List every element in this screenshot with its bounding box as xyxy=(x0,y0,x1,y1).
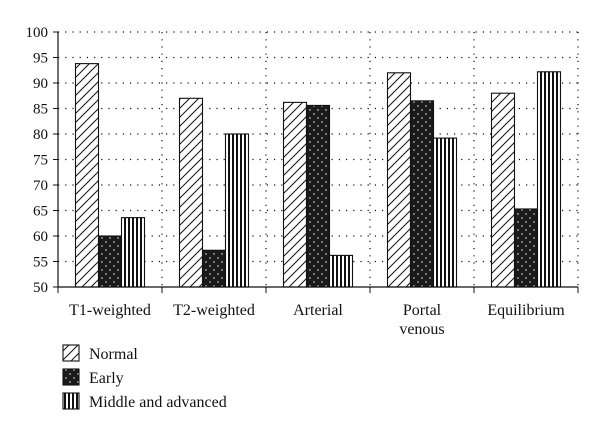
bar-vertical-stripes-2 xyxy=(328,254,354,288)
category-label: Equilibrium xyxy=(487,302,565,319)
y-tick-label: 80 xyxy=(33,127,48,143)
bar-dark-dotted-1 xyxy=(201,249,227,288)
y-tick-label: 70 xyxy=(33,178,48,194)
category-label: T2-weighted xyxy=(173,302,255,319)
axes xyxy=(53,31,579,293)
bar-vertical-stripes-1 xyxy=(224,133,250,288)
legend: Normal Early Middle and advanced xyxy=(62,344,227,411)
bar-dark-dotted-3 xyxy=(409,100,435,288)
legend-label: Middle and advanced xyxy=(89,394,227,411)
bar-dark-dotted-4 xyxy=(513,208,539,288)
axis-labels: 50 55 60 65 70 75 80 85 90 95 100 T1-weighted T2-wei… xyxy=(26,25,566,338)
legend-swatch-diagonal-hatch xyxy=(62,344,80,362)
y-tick-label: 75 xyxy=(33,153,48,169)
bar-diagonal-hatch-1 xyxy=(178,97,204,288)
y-tick-label: 95 xyxy=(33,51,48,67)
bar-vertical-stripes-0 xyxy=(120,217,146,288)
bar-vertical-stripes-4 xyxy=(536,71,562,288)
bar-diagonal-hatch-0 xyxy=(74,63,100,288)
bar-vertical-stripes-3 xyxy=(432,137,458,288)
y-tick-label: 100 xyxy=(26,25,49,41)
legend-label: Early xyxy=(89,370,124,387)
category-label: venous xyxy=(399,321,444,338)
bar-diagonal-hatch-4 xyxy=(490,92,516,288)
legend-swatch-dark-dotted xyxy=(62,368,80,386)
bar-dark-dotted-2 xyxy=(305,104,331,288)
y-tick-label: 65 xyxy=(33,204,48,220)
y-tick-label: 50 xyxy=(33,280,48,296)
bars xyxy=(74,63,562,288)
legend-swatch-vertical-stripes xyxy=(62,392,80,410)
bar-diagonal-hatch-2 xyxy=(282,101,308,288)
y-tick-label: 90 xyxy=(33,76,48,92)
category-label: T1-weighted xyxy=(69,302,151,319)
category-label: Portal xyxy=(403,302,442,319)
y-tick-label: 55 xyxy=(33,255,48,271)
y-tick-label: 85 xyxy=(33,102,48,118)
category-label: Arterial xyxy=(293,302,343,319)
bar-dark-dotted-0 xyxy=(97,235,123,288)
y-tick-label: 60 xyxy=(33,229,48,245)
bar-diagonal-hatch-3 xyxy=(386,72,412,288)
legend-label: Normal xyxy=(89,346,138,363)
